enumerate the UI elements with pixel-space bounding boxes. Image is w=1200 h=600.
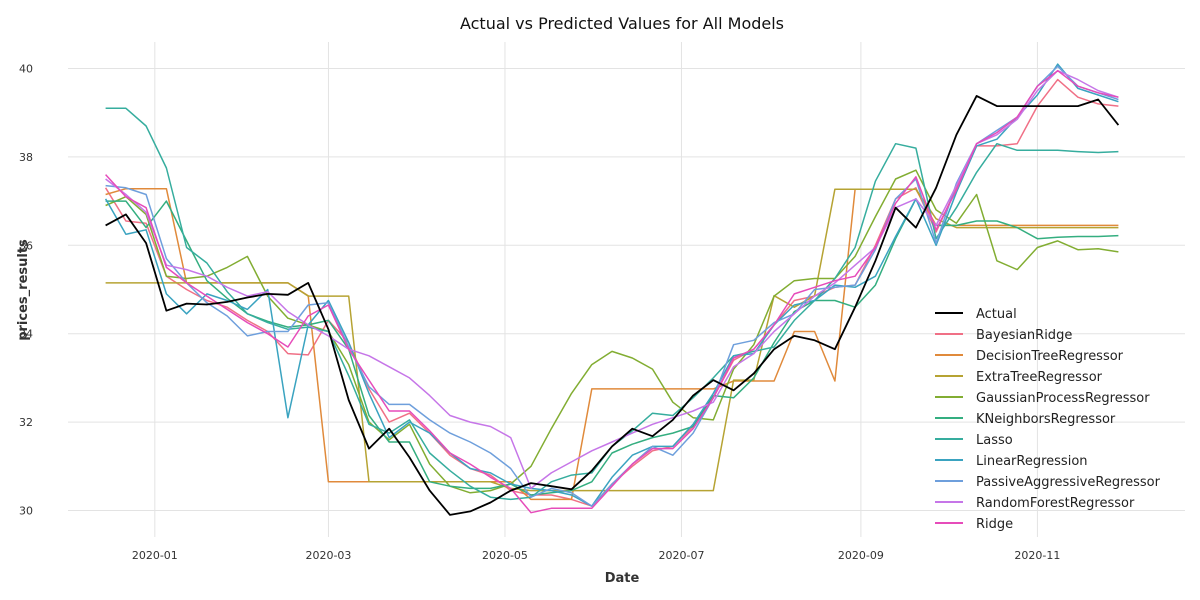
x-tick-label: 2020-03 — [305, 549, 351, 562]
x-tick-label: 2020-05 — [482, 549, 528, 562]
series-line-actual — [105, 95, 1120, 516]
x-tick-label: 2020-07 — [658, 549, 704, 562]
series-line-randomforestregressor — [105, 69, 1119, 490]
y-tick-label: 38 — [19, 151, 33, 164]
y-tick-label: 36 — [19, 239, 33, 252]
legend-entry: GaussianProcessRegressor — [976, 391, 1150, 406]
legend-entry: BayesianRidge — [976, 328, 1072, 343]
x-tick-label: 2020-11 — [1014, 549, 1060, 562]
y-tick-label: 40 — [19, 63, 33, 76]
y-tick-label: 34 — [19, 328, 33, 341]
legend-entry: PassiveAggressiveRegressor — [976, 475, 1161, 490]
legend-entry: Lasso — [976, 433, 1013, 448]
series-line-gaussianprocessregressor — [105, 169, 1119, 494]
legend-entry: ExtraTreeRegressor — [976, 370, 1103, 385]
series-line-kneighborsregressor — [105, 198, 1119, 496]
legend-entry: DecisionTreeRegressor — [976, 349, 1124, 364]
y-axis-label: prices_results — [16, 239, 31, 341]
legend-entry: Actual — [976, 307, 1017, 322]
x-axis-label: Date — [605, 571, 640, 586]
series-lines — [104, 63, 1120, 516]
x-tick-label: 2020-09 — [838, 549, 884, 562]
x-tick-label: 2020-01 — [132, 549, 178, 562]
legend: Actual BayesianRidge DecisionTreeRegressor… — [935, 307, 1161, 532]
legend-entry: Ridge — [976, 517, 1013, 532]
series-line-linearregression — [104, 63, 1119, 507]
y-tick-label: 32 — [19, 416, 33, 429]
series-line-passiveaggressiveregressor — [105, 65, 1119, 507]
legend-entry: KNeighborsRegressor — [976, 412, 1116, 427]
legend-entry: RandomForestRegressor — [976, 496, 1135, 511]
legend-entry: LinearRegression — [976, 454, 1088, 469]
chart-title: Actual vs Predicted Values for All Model… — [460, 14, 784, 33]
axis-ticks: 30 32 34 36 38 40 2020-01 2020-03 2020-05 2020-07… — [19, 63, 1060, 562]
series-line-ridge — [105, 69, 1119, 514]
y-tick-label: 30 — [19, 504, 33, 517]
